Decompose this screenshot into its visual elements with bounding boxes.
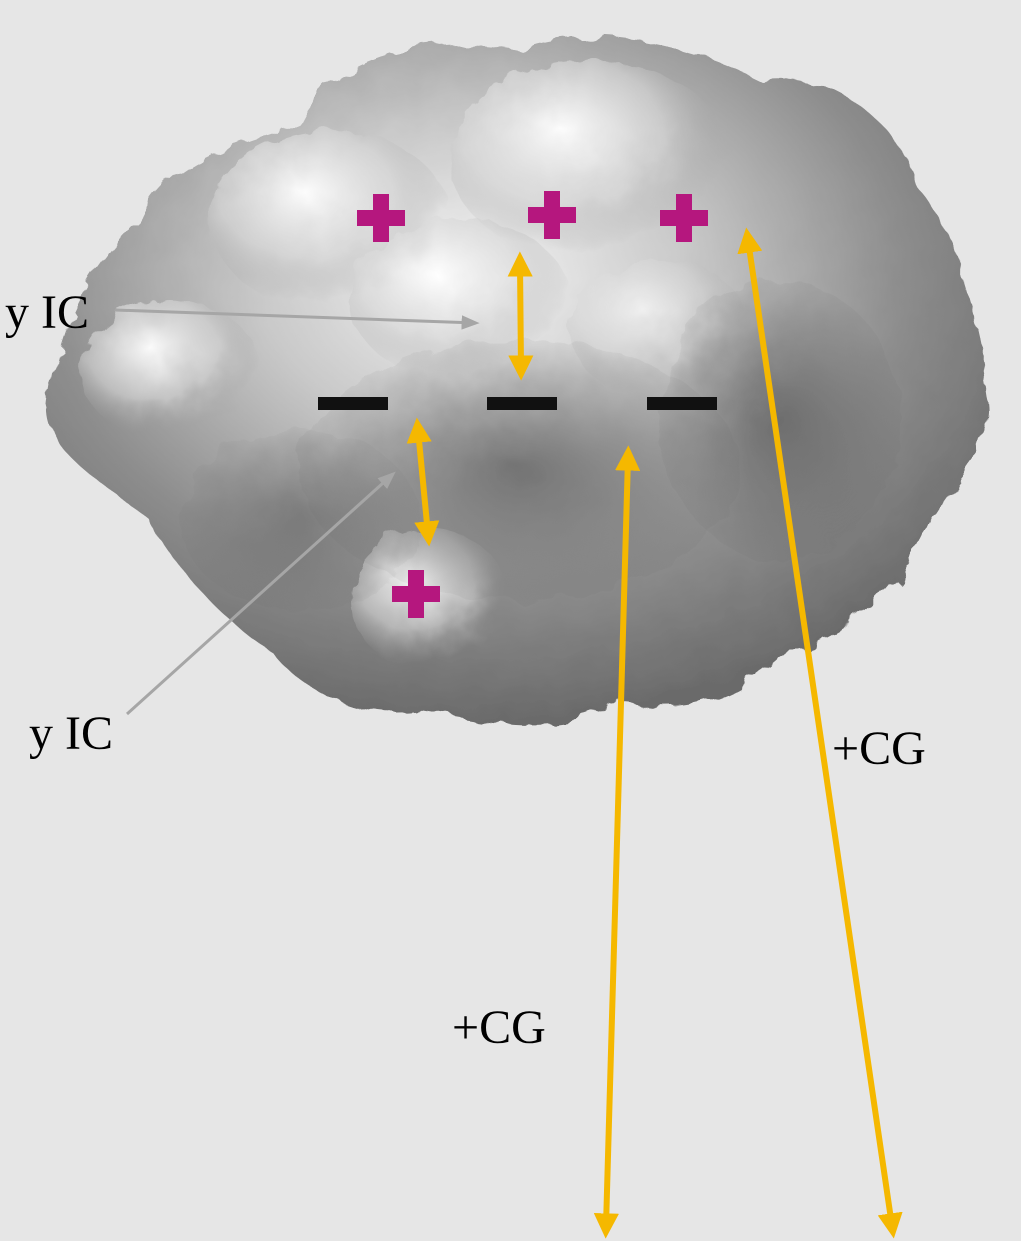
center-cg-label: +CG — [452, 1001, 546, 1054]
minus-icon — [647, 397, 717, 410]
upper-ic-pointer-arrow — [114, 308, 480, 330]
upper-ic-discharge-arrow — [507, 251, 534, 381]
minus-icon — [487, 397, 557, 410]
lower-ic-label: y IC — [29, 707, 113, 760]
right-cg-label: +CG — [832, 722, 926, 775]
center-cg-discharge-arrow — [593, 445, 641, 1239]
plus-icon — [528, 191, 576, 239]
plus-icon — [392, 570, 440, 618]
right-cg-discharge-arrow — [737, 227, 903, 1239]
plus-icon — [357, 194, 405, 242]
cloud-icon — [48, 37, 992, 724]
negative-charges — [318, 397, 717, 410]
minus-icon — [318, 397, 388, 410]
plus-icon — [660, 194, 708, 242]
upper-ic-label: y IC — [5, 286, 89, 339]
lower-ic-discharge-arrow — [406, 417, 440, 547]
lower-ic-pointer-arrow — [125, 471, 396, 716]
positive-charges — [357, 191, 708, 618]
